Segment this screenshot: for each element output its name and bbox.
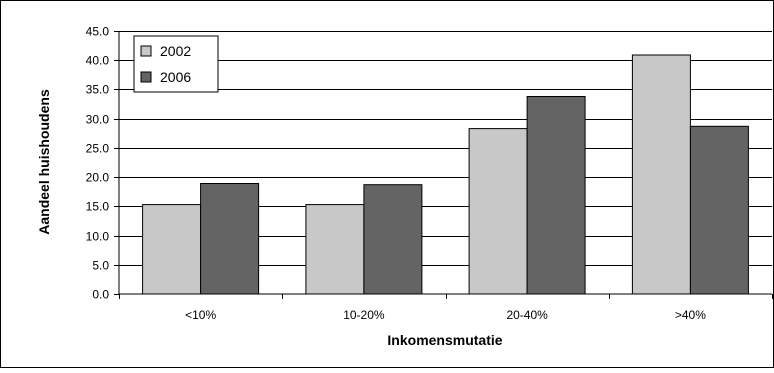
legend-label-2002: 2002 [160, 43, 191, 59]
bar-2006-2 [526, 96, 586, 295]
y-tick-label: 15.0 [86, 200, 110, 214]
x-tick-label: 20-40% [506, 308, 548, 322]
x-axis-title: Inkomensmutatie [387, 332, 502, 348]
y-axis-title: Aandeel huishoudens [36, 89, 52, 235]
bar-2002-0 [142, 204, 202, 295]
y-tick-label: 10.0 [86, 230, 110, 244]
y-tick-label: 5.0 [92, 259, 109, 273]
x-tick-label: <10% [185, 308, 216, 322]
y-tick-label: 25.0 [86, 142, 110, 156]
legend-swatch-2002 [140, 45, 152, 57]
y-tick-label: 35.0 [86, 83, 110, 97]
bar-2002-3 [631, 54, 691, 295]
y-tick-label: 0.0 [92, 288, 109, 302]
y-tick-label: 45.0 [86, 25, 110, 39]
x-tick-label: >40% [675, 308, 706, 322]
y-tick-label: 40.0 [86, 54, 110, 68]
bars [142, 54, 749, 295]
bar-2006-0 [200, 183, 260, 295]
bar-2002-1 [305, 204, 365, 295]
legend-label-2006: 2006 [160, 69, 191, 85]
y-tick-label: 20.0 [86, 171, 110, 185]
x-tick-label: 10-20% [343, 308, 385, 322]
legend: 2002 2006 [133, 35, 219, 93]
legend-box [133, 35, 219, 93]
y-tick-label: 30.0 [86, 113, 110, 127]
y-axis-ticks: 0.0 5.0 10.0 15.0 20.0 25.0 30.0 35.0 40.0 45.0 [86, 25, 119, 302]
bar-2006-1 [363, 184, 423, 295]
legend-swatch-2006 [140, 71, 152, 83]
x-axis-ticks: <10% 10-20% 20-40% >40% [119, 294, 773, 322]
bar-2006-3 [689, 125, 749, 295]
bar-2002-2 [468, 128, 528, 295]
